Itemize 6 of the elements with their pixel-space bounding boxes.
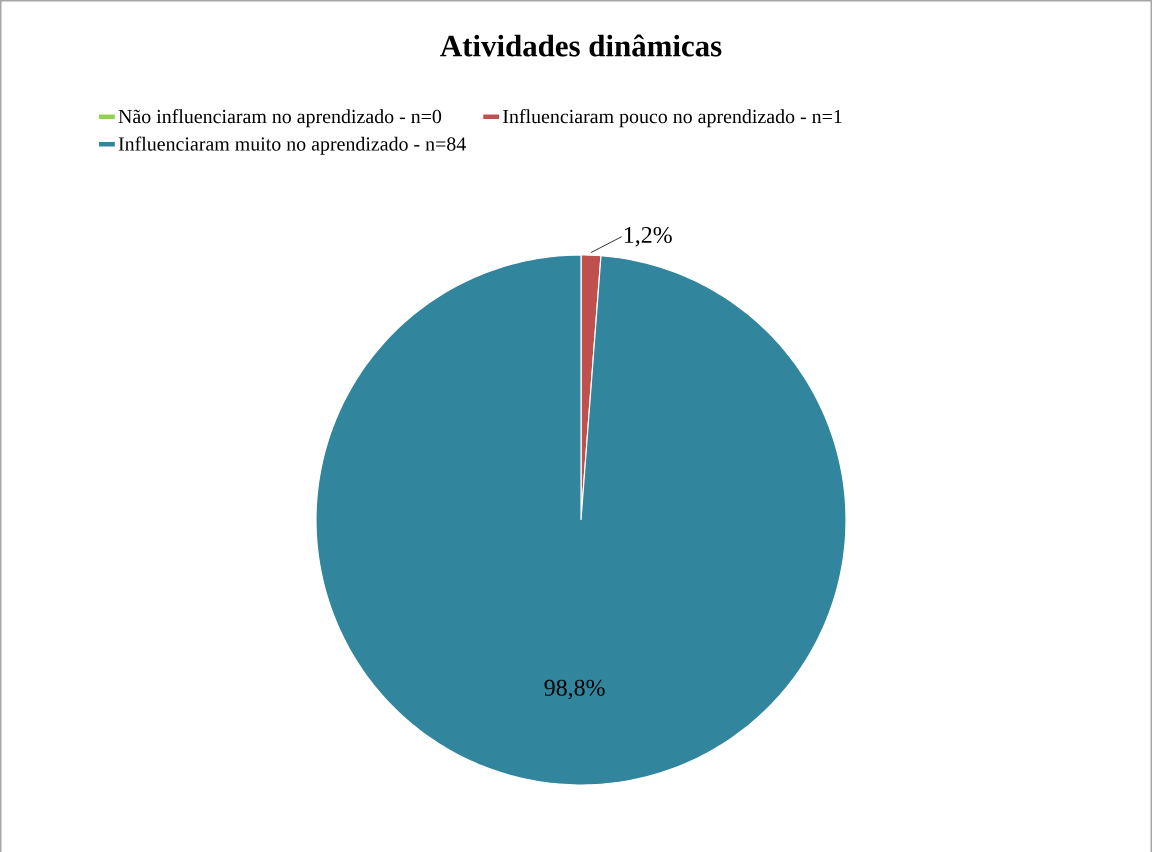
data-label: 1,2% xyxy=(624,226,672,247)
legend-label: Influenciaram muito no aprendizado - n=84 xyxy=(118,136,466,155)
data-label: 98,8% xyxy=(544,679,605,700)
legend-label: Não influenciaram no aprendizado - n=0 xyxy=(118,109,442,128)
legend-label: Influenciaram pouco no aprendizado - n=1 xyxy=(503,109,842,128)
chart-title: Atividades dinâmicas xyxy=(440,34,722,57)
